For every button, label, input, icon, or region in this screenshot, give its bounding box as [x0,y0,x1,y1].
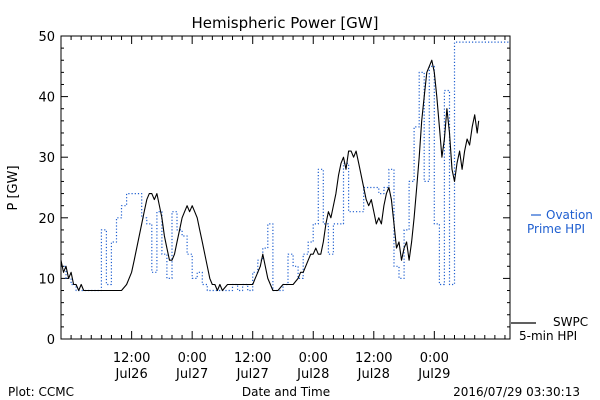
x-tick-label-date: Jul28 [357,367,390,382]
x-tick-label-date: Jul28 [296,367,329,382]
x-tick-label-date: Jul27 [236,367,269,382]
series-group [60,41,510,292]
y-tick-label: 0 [47,333,55,348]
x-tick-label-time: 12:00 [234,351,271,366]
legend-swpc-label-2: 5-min HPI [519,329,577,343]
y-tick-label: 40 [38,91,55,106]
y-axis-label: P [GW] [6,165,21,210]
legend: Ovation Prime HPI SWPC 5-min HPI [511,208,593,343]
x-tick-label-date: Jul27 [175,367,208,382]
chart-title: Hemispheric Power [GW] [192,14,379,32]
x-tick-label-date: Jul26 [115,367,148,382]
x-tick-label-time: 12:00 [113,351,150,366]
footer-credit: Plot: CCMC [8,385,74,399]
x-axis-label: Date and Time [242,385,330,399]
y-tick-label: 20 [38,212,55,227]
legend-swpc-label-1: SWPC [553,315,588,329]
x-tick-label-date: Jul29 [417,367,450,382]
x-tick-label-time: 0:00 [299,351,328,366]
y-tick-label: 10 [38,272,55,287]
x-tick-label-time: 0:00 [420,351,449,366]
x-tick-label-time: 0:00 [178,351,207,366]
axis-ticks: 0102030405012:00Jul260:00Jul2712:00Jul27… [38,30,510,382]
plot-frame [60,35,511,340]
legend-ovation-label-1: Ovation [546,208,593,222]
x-tick-label-time: 12:00 [355,351,392,366]
y-tick-label: 30 [38,151,55,166]
series-line-swpc-5-min-hpi [60,59,480,292]
series-line-ovation-prime-hpi [61,41,510,292]
footer-timestamp: 2016/07/29 03:30:13 [453,385,580,399]
y-tick-label: 50 [38,30,55,45]
legend-ovation-label-2: Prime HPI [527,222,585,236]
